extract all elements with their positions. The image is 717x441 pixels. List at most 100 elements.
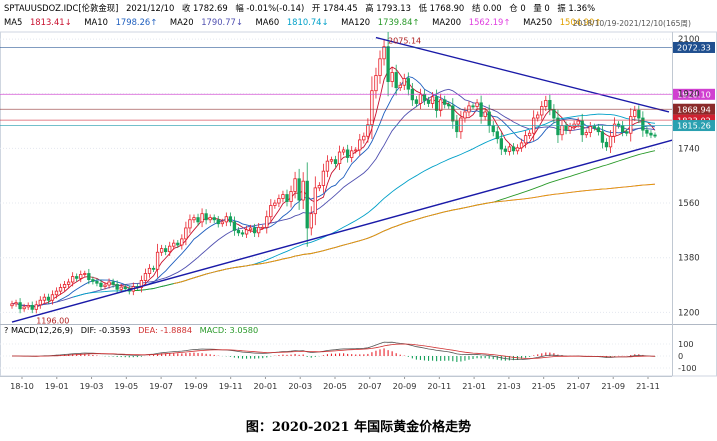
time-tick-label: 19-03 — [80, 381, 104, 391]
time-tick-label: 20-09 — [393, 381, 417, 391]
candle-body — [224, 216, 228, 223]
price-tick-label: 2100 — [678, 35, 700, 45]
candle-body — [115, 284, 119, 290]
candle-body — [38, 299, 42, 306]
candle-body — [491, 125, 495, 133]
date-range-label: 2018/10/19-2021/12/10(165周) — [572, 19, 691, 28]
candle-body — [568, 126, 572, 131]
ma250-label: MA250 1504.90↑ — [523, 17, 602, 27]
candle-body — [536, 114, 540, 119]
candle-body — [212, 217, 216, 221]
candle-body — [309, 213, 313, 229]
candle-body — [649, 132, 653, 136]
candle-body — [236, 229, 241, 234]
price-tag-label: 1868.94 — [677, 104, 711, 114]
candle-body — [447, 103, 451, 107]
price-tag-box — [673, 120, 715, 132]
candle-body — [382, 46, 386, 60]
candle-body — [168, 245, 172, 253]
candle-body — [414, 99, 419, 104]
candle-body — [556, 117, 560, 136]
candle-body — [653, 134, 657, 137]
candle-body — [362, 135, 366, 141]
low-label: 低 1768.90 — [418, 3, 465, 13]
candle-body — [511, 146, 516, 152]
settle-label: 结 0.00 — [471, 3, 502, 13]
candle-body — [625, 131, 629, 134]
time-tick-label: 20-07 — [358, 381, 382, 391]
quote-header: SPTAUUSDOZ.IDC[伦敦金现] 2021/12/10 收 1782.6… — [4, 2, 600, 14]
candle-body — [471, 105, 475, 108]
candle-body — [637, 110, 641, 119]
candle-body — [390, 72, 394, 82]
candle-body — [633, 110, 637, 117]
candle-body — [507, 146, 512, 152]
candle-body — [42, 296, 47, 301]
candle-body — [325, 160, 330, 172]
time-tick-label: 20-03 — [288, 381, 312, 391]
candle-body — [305, 180, 309, 229]
candle-body — [552, 109, 556, 119]
candle-body — [580, 120, 584, 136]
extreme-value-label: 2075.14 — [388, 37, 421, 46]
candle-body — [22, 306, 26, 310]
candle-body — [548, 100, 552, 110]
candle-body — [71, 276, 75, 283]
macd-header: ? MACD(12,26,9) DIF: -0.3593 DEA: -1.888… — [4, 325, 263, 335]
candle-body — [483, 111, 487, 117]
candle-body — [184, 227, 188, 240]
candle-body — [527, 132, 532, 137]
candle-body — [346, 149, 350, 158]
candle-body — [354, 149, 358, 152]
candle-body — [91, 279, 95, 282]
candle-body — [119, 286, 123, 290]
candle-body — [176, 242, 180, 246]
time-tick-label: 20-11 — [427, 381, 451, 391]
candle-body — [252, 227, 257, 234]
candle-body — [240, 232, 245, 235]
candle-body — [188, 219, 192, 229]
time-tick-label: 19-01 — [45, 381, 69, 391]
ma120-label: MA120 1739.84↑ — [341, 17, 420, 27]
time-tick-label: 18-10 — [10, 381, 34, 391]
candle-body — [196, 217, 200, 223]
candle-body — [620, 125, 625, 133]
candle-body — [608, 135, 613, 148]
candle-body — [151, 267, 156, 270]
candle-body — [455, 120, 459, 133]
candle-body — [301, 180, 305, 201]
candle-body — [79, 274, 83, 279]
candle-body — [329, 159, 334, 162]
volume-label: 量 0 — [533, 3, 550, 13]
candle-body — [244, 229, 249, 235]
candle-body — [30, 304, 34, 310]
ma250-line — [173, 183, 656, 285]
upper-trendline — [375, 36, 670, 113]
candle-body — [499, 138, 503, 150]
candle-body — [66, 281, 71, 285]
candle-body — [123, 286, 127, 290]
extreme-value-label: 1196.00 — [36, 317, 69, 326]
candle-body — [564, 125, 568, 131]
candle-body — [430, 96, 435, 104]
ma5-label: MA5 1813.41↓ — [4, 17, 72, 27]
candle-body — [422, 93, 427, 101]
candle-body — [374, 75, 378, 92]
time-tick-label: 21-05 — [532, 381, 556, 391]
candle-body — [220, 221, 224, 225]
candle-body — [216, 219, 220, 225]
candle-body — [333, 159, 338, 164]
ma-header: MA5 1813.41↓ MA10 1798.26↑ MA20 1790.77↓… — [4, 17, 611, 27]
macd-value: MACD: 3.0580 — [199, 325, 259, 335]
ma10-label: MA10 1798.26↑ — [84, 17, 158, 27]
candle-body — [50, 294, 55, 301]
time-tick-label: 19-11 — [219, 381, 243, 391]
price-tick-label: 1920 — [678, 90, 700, 100]
time-tick-label: 21-11 — [636, 381, 660, 391]
candle-body — [143, 273, 148, 281]
candle-body — [596, 127, 601, 133]
candle-body — [111, 281, 115, 285]
macd-panel: 100 0 -100 — [0, 339, 697, 373]
candle-body — [293, 178, 297, 192]
